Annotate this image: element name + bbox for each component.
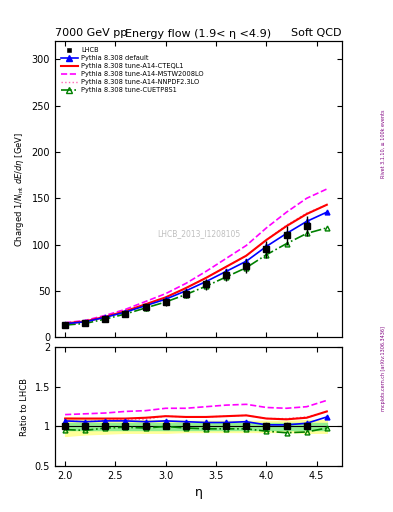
Text: Rivet 3.1.10, ≥ 100k events: Rivet 3.1.10, ≥ 100k events	[381, 109, 386, 178]
Y-axis label: Charged $1/N_\mathrm{int}\ dE/d\eta$ [GeV]: Charged $1/N_\mathrm{int}\ dE/d\eta$ [Ge…	[13, 132, 26, 247]
Legend: LHCB, Pythia 8.308 default, Pythia 8.308 tune-A14-CTEQL1, Pythia 8.308 tune-A14-: LHCB, Pythia 8.308 default, Pythia 8.308…	[58, 45, 206, 96]
X-axis label: η: η	[195, 486, 202, 499]
Text: LHCB_2013_I1208105: LHCB_2013_I1208105	[157, 229, 240, 238]
Text: Soft QCD: Soft QCD	[292, 28, 342, 38]
Text: mcplots.cern.ch [arXiv:1306.3436]: mcplots.cern.ch [arXiv:1306.3436]	[381, 326, 386, 411]
Title: Energy flow (1.9< η <4.9): Energy flow (1.9< η <4.9)	[125, 29, 272, 39]
Y-axis label: Ratio to LHCB: Ratio to LHCB	[20, 378, 29, 436]
Text: 7000 GeV pp: 7000 GeV pp	[55, 28, 127, 38]
